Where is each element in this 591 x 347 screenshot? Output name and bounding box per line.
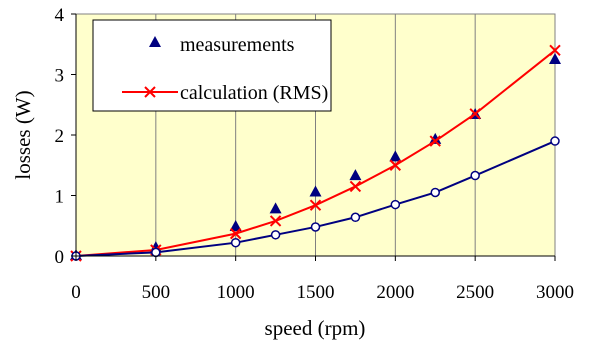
data-point-x [309,199,322,211]
x-tick-label: 2000 [376,282,414,303]
data-point-x [349,180,362,193]
data-point-x [269,215,282,227]
data-point-circle [151,247,161,258]
data-point-x [229,227,242,240]
x-axis-title: speed (rpm) [265,316,366,340]
data-point-triangle [429,132,442,144]
data-point-x [389,159,402,171]
legend-label-measurements: measurements [180,34,295,56]
data-point-circle [310,222,321,232]
data-point-circle [350,212,361,223]
series-line [75,49,556,257]
data-point-circle [550,136,560,146]
y-tick-label: 3 [55,66,65,87]
series-layer [70,44,561,262]
axes [71,13,556,261]
x-tick-label: 2500 [456,282,494,303]
x-tick-label: 500 [142,282,171,303]
data-point-circle [270,230,281,240]
data-point-triangle [549,52,561,64]
data-point-triangle [229,219,242,231]
y-tick-label: 0 [55,247,65,268]
y-tick-label: 4 [55,5,65,26]
tick-labels: 0 500 1000 1500 2000 2500 3000 0 1 2 3 4 [55,5,575,303]
data-point-triangle [389,150,402,162]
series-2 [71,136,560,261]
x-tick-label: 1500 [297,282,335,303]
data-point-triangle [309,185,322,197]
data-point-x [469,108,481,120]
legend-box [92,19,332,112]
legend-label-calculation: calculation (RMS) [180,82,328,104]
x-tick-label: 3000 [536,282,574,303]
y-axis-title: losses (W) [11,90,35,179]
data-point-circle [230,237,241,248]
y-tick-label: 2 [55,126,65,147]
data-point-circle [430,187,440,198]
legend-marker-calculation [144,86,156,98]
data-point-triangle [349,169,362,181]
legend-marker-measurements [149,36,161,47]
series-line [75,140,556,257]
y-tick-label: 1 [55,187,65,208]
data-point-x [429,135,441,147]
data-point-triangle [269,202,282,214]
x-tick-label: 0 [71,282,81,303]
data-point-x [549,44,561,57]
data-point-circle [390,199,401,210]
legend: measurements calculation (RMS) [92,19,332,112]
x-tick-label: 1000 [217,282,255,303]
data-point-circle [470,170,480,181]
